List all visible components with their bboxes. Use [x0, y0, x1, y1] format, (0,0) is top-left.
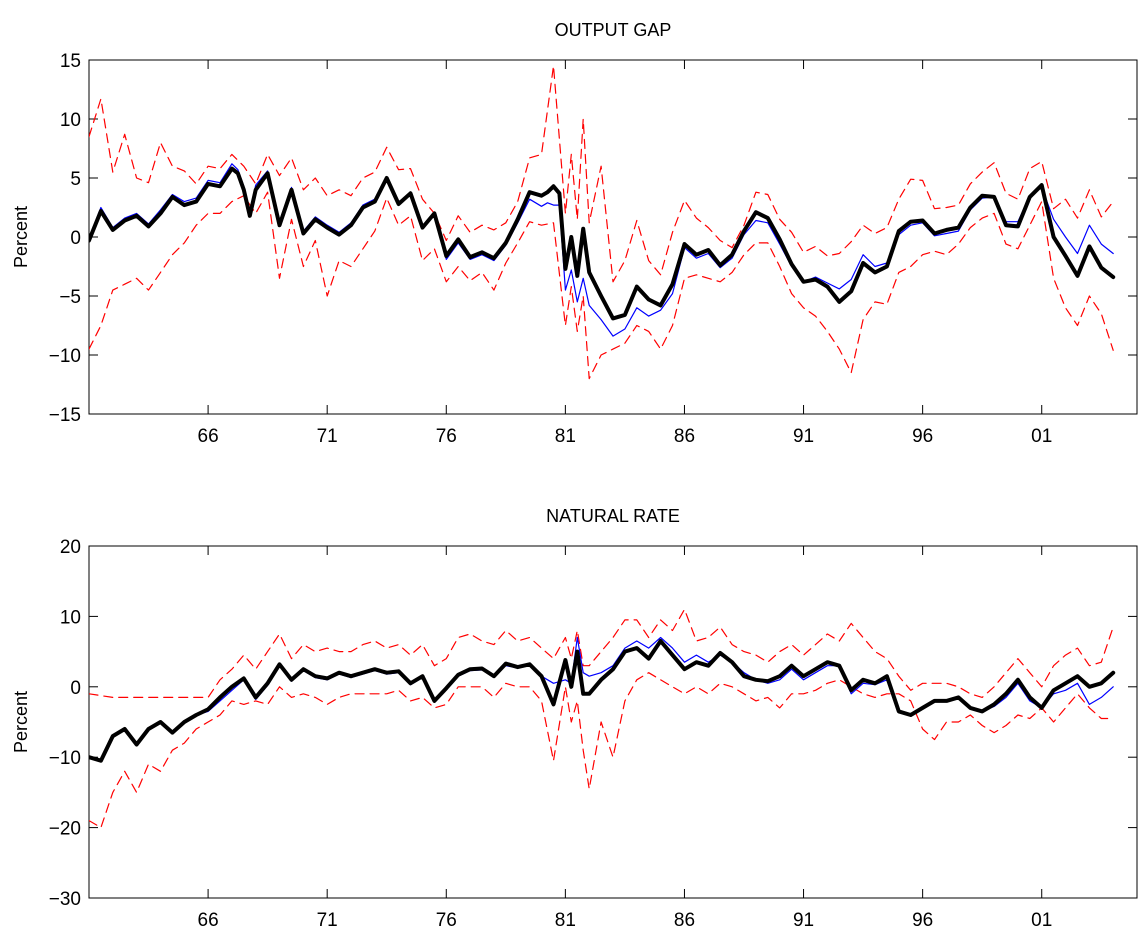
x-tick-label: 76 — [436, 910, 457, 929]
x-tick-label: 96 — [912, 426, 933, 447]
y-tick-label: 0 — [70, 678, 81, 699]
series-line-dashed-red-upper — [89, 65, 1114, 283]
series-line-dashed-red-upper — [89, 608, 1114, 699]
y-tick-label: −10 — [49, 748, 81, 769]
y-tick-label: 10 — [60, 607, 81, 628]
x-tick-label: 86 — [674, 910, 695, 929]
y-tick-label: −30 — [49, 889, 81, 910]
y-axis-label: Percent — [11, 691, 31, 753]
y-tick-label: −10 — [49, 346, 81, 367]
x-tick-label: 96 — [912, 910, 933, 929]
x-tick-label: 76 — [436, 426, 457, 447]
x-tick-label: 81 — [555, 910, 576, 929]
y-tick-label: −20 — [49, 819, 81, 840]
x-tick-label: 91 — [793, 910, 814, 929]
y-tick-label: 10 — [60, 110, 81, 131]
x-tick-label: 66 — [198, 426, 219, 447]
series-line-dashed-red-lower — [89, 191, 1114, 380]
y-tick-label: 20 — [60, 537, 81, 558]
chart-title: NATURAL RATE — [546, 506, 680, 526]
x-tick-label: 91 — [793, 426, 814, 447]
y-axis-label: Percent — [11, 206, 31, 268]
y-tick-label: 15 — [60, 51, 81, 72]
y-tick-label: −15 — [49, 405, 81, 426]
series-line-thick-black — [89, 639, 1116, 763]
x-tick-label: 71 — [317, 426, 338, 447]
y-tick-label: 0 — [70, 228, 81, 249]
y-tick-label: −5 — [59, 287, 81, 308]
x-tick-label: 86 — [674, 426, 695, 447]
output-gap-panel: OUTPUT GAP Percent −15 −10 −5 0 5 10 15 66 71 76 81 8… — [11, 20, 1138, 447]
chart-title: OUTPUT GAP — [555, 20, 672, 40]
x-tick-label: 66 — [198, 910, 219, 929]
x-tick-label: 01 — [1031, 910, 1052, 929]
y-tick-label: 5 — [70, 169, 81, 190]
series-line-thick-black — [89, 166, 1116, 321]
x-tick-label: 01 — [1031, 426, 1052, 447]
x-tick-label: 71 — [317, 910, 338, 929]
x-tick-label: 81 — [555, 426, 576, 447]
plot-area — [88, 545, 1138, 899]
plot-area — [88, 59, 1138, 415]
